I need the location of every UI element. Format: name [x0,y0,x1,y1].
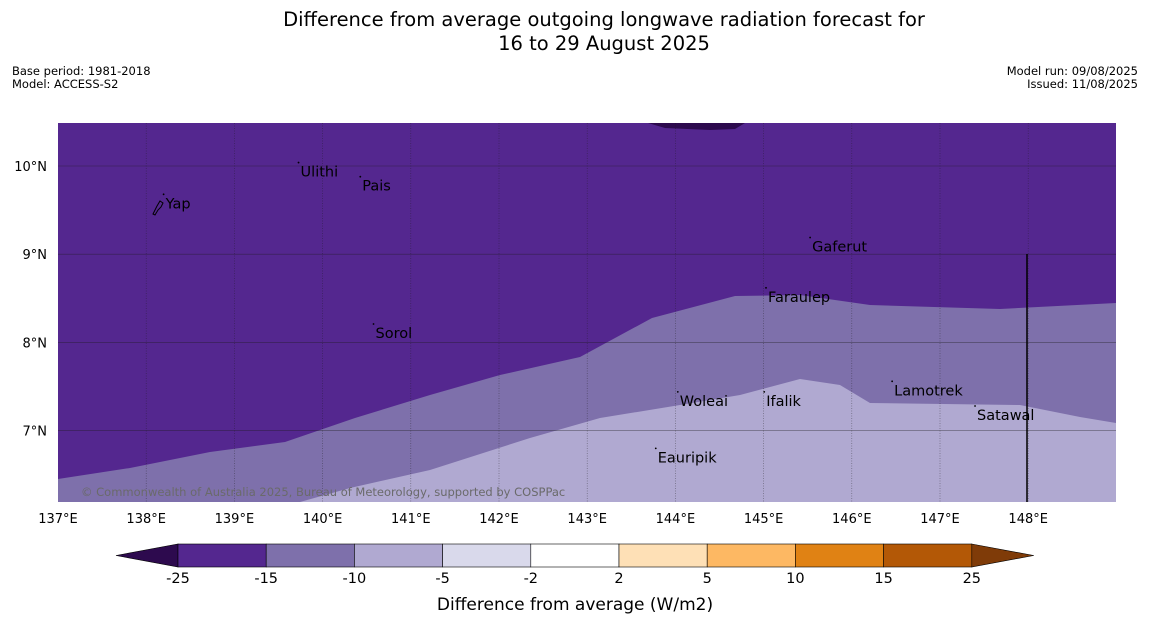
colorbar-segment [795,543,884,568]
colorbar-segment [883,543,973,568]
colorbar-tick-label: 10 [786,571,804,587]
island-marker [891,380,894,383]
lon-tick-label: 147°E [920,512,960,527]
place-ifalik: Ifalik [763,391,802,410]
island-marker [372,323,375,325]
title-line-2: 16 to 29 August 2025 [498,32,710,55]
colorbar-segment [177,543,267,568]
meta-left: Base period: 1981-2018 Model: ACCESS-S2 [12,65,151,91]
place-label: Faraulep [768,290,830,306]
island-marker [297,161,300,164]
colorbar-segment [354,543,443,568]
place-label: Eauripik [658,450,717,466]
issued-date: Issued: 11/08/2025 [1027,77,1138,91]
island-marker [763,391,766,393]
model-run: Model run: 09/08/2025 [1006,64,1138,78]
place-label: Ulithi [301,165,339,181]
place-pais: Pais [359,175,391,195]
colorbar-segment [530,543,620,568]
colorbar-tick-label: -25 [166,571,190,587]
place-sorol: Sorol [372,323,413,342]
band-minus10-to-minus5 [300,379,1116,502]
lon-tick-label: 146°E [832,512,872,527]
place-label: Sorol [376,326,413,342]
colorbar-segment [618,543,708,568]
place-labels: Ulithi Pais Yap Gaferut Faraulep Sorol Woleai I… [162,161,1034,466]
lon-tick-label: 148°E [1008,512,1048,527]
lat-tick-label: 9°N [23,248,48,263]
lat-tick-label: 8°N [23,336,48,351]
lon-tick-label: 139°E [215,512,255,527]
island-marker [676,391,679,393]
colorbar-title: Difference from average (W/m2) [437,595,713,615]
yap-island-shape [152,200,164,216]
lat-tick-label: 10°N [14,160,47,175]
island-marker [359,175,362,178]
island-marker [974,405,976,407]
place-label: Pais [362,179,391,195]
colorbar-segment [265,543,355,568]
meta-right: Model run: 09/08/2025 Issued: 11/08/2025 [1007,65,1138,91]
colorbar-segment [442,543,532,568]
island-marker [654,447,657,450]
place-label: Lamotrek [894,383,963,399]
lat-tick-label: 7°N [23,425,48,440]
colorbar-tick-label: 5 [703,571,712,587]
place-label: Woleai [680,394,728,410]
colorbar-tick-label: -10 [343,571,367,587]
lon-tick-label: 140°E [303,512,343,527]
lon-tick-label: 145°E [744,512,784,527]
model-name: Model: ACCESS-S2 [12,77,119,91]
band-below-minus25 [648,123,745,130]
graticule [58,123,1116,502]
place-label: Gaferut [812,240,867,256]
colorbar-tick-label: 25 [963,571,981,587]
colorbar-extend-low [115,543,179,568]
colorbar-segment [706,543,796,568]
place-faraulep: Faraulep [765,286,830,306]
place-gaferut: Gaferut [809,236,867,256]
lon-tick-label: 142°E [479,512,519,527]
island-marker [765,286,767,289]
chart-title: Difference from average outgoing longwav… [0,8,1150,56]
place-label: Yap [165,196,191,212]
colorbar-tick-label: -2 [524,571,538,587]
colorbar-tick-label: -5 [435,571,449,587]
place-eauripik: Eauripik [654,447,717,466]
colorbar: -25 -15 -10 -5 -2 2 5 10 15 25 [115,543,1034,587]
copyright-notice: © Commonwealth of Australia 2025, Bureau… [81,485,565,499]
lon-tick-label: 138°E [126,512,166,527]
colorbar-tick-label: 2 [614,571,623,587]
yap-island [152,200,164,216]
place-label: Ifalik [766,394,801,410]
colorbar-extend-high [971,543,1034,568]
place-satawal: Satawal [974,405,1034,424]
lon-tick-label: 143°E [567,512,607,527]
colorbar-tick-label: -15 [254,571,278,587]
island-marker [162,193,165,196]
place-lamotrek: Lamotrek [891,380,963,399]
lon-tick-label: 141°E [391,512,431,527]
lon-tick-label: 144°E [656,512,696,527]
map-panel: Ulithi Pais Yap Gaferut Faraulep Sorol Woleai I… [58,123,1116,502]
island-marker [809,236,812,239]
place-yap: Yap [162,193,191,212]
place-ulithi: Ulithi [297,161,339,181]
lon-tick-label: 137°E [38,512,78,527]
title-line-1: Difference from average outgoing longwav… [283,8,925,31]
place-label: Satawal [977,408,1034,424]
colorbar-tick-label: 15 [874,571,892,587]
place-woleai: Woleai [676,391,728,410]
base-period: Base period: 1981-2018 [12,64,151,78]
axis-ticks: 137°E 138°E 139°E 140°E 141°E 142°E 143°E 144°E… [14,160,1048,527]
